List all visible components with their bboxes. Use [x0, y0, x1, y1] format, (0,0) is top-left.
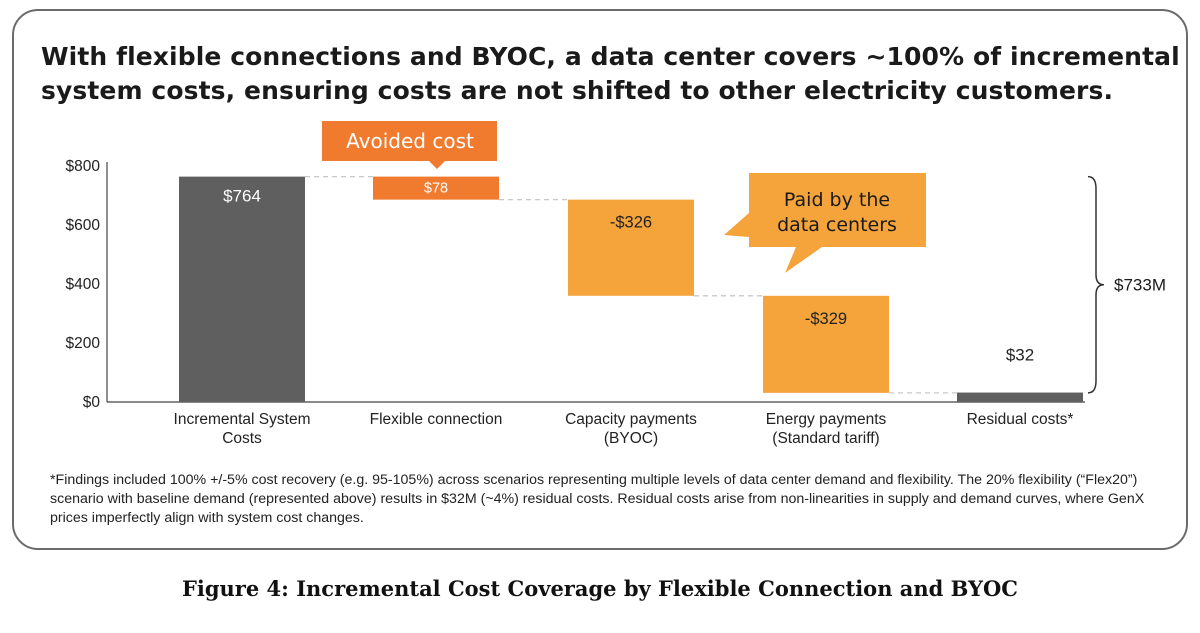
- bar-3: [568, 199, 694, 296]
- avoided-cost-callout: [322, 121, 497, 161]
- x-category-label: Energy payments: [766, 411, 887, 428]
- bracket-total-label: $733M: [1114, 276, 1166, 295]
- bracket: [1087, 175, 1105, 394]
- paid-by-label: Paid by the: [784, 189, 890, 211]
- y-tick-label: $200: [66, 335, 101, 352]
- data-label: -$329: [805, 310, 847, 328]
- x-category-label: Capacity payments: [565, 411, 697, 428]
- paid-by-callout: [724, 173, 926, 273]
- data-label: $764: [223, 187, 261, 206]
- data-label: $32: [1006, 346, 1034, 365]
- x-category-label: (Standard tariff): [772, 430, 879, 447]
- data-label: -$326: [610, 214, 652, 232]
- bar-5: [957, 392, 1083, 402]
- x-category-label: Residual costs*: [967, 411, 1074, 428]
- data-label: $78: [424, 181, 448, 197]
- x-category-label: Costs: [222, 430, 262, 447]
- y-tick-label: $0: [83, 394, 101, 411]
- bar-2: [373, 176, 499, 200]
- avoided-cost-label: Avoided cost: [346, 129, 474, 153]
- figure-caption: Figure 4: Incremental Cost Coverage by F…: [181, 576, 1019, 601]
- x-category-label: Flexible connection: [370, 411, 503, 428]
- x-category-label: (BYOC): [604, 430, 658, 447]
- y-tick-label: $800: [66, 158, 101, 175]
- chart-headline: With flexible connections and BYOC, a da…: [41, 40, 1180, 108]
- bar-1: [179, 176, 305, 402]
- y-tick-label: $600: [66, 217, 101, 234]
- avoided-cost-callout-pointer: [428, 160, 446, 169]
- bar-4: [763, 295, 889, 393]
- paid-by-label: data centers: [777, 214, 897, 236]
- y-tick-label: $400: [66, 276, 101, 293]
- headline-line-2: system costs, ensuring costs are not shi…: [41, 76, 1114, 105]
- headline-line-1: With flexible connections and BYOC, a da…: [41, 42, 1180, 71]
- footnote: *Findings included 100% +/-5% cost recov…: [50, 472, 1145, 526]
- x-category-label: Incremental System: [174, 411, 311, 428]
